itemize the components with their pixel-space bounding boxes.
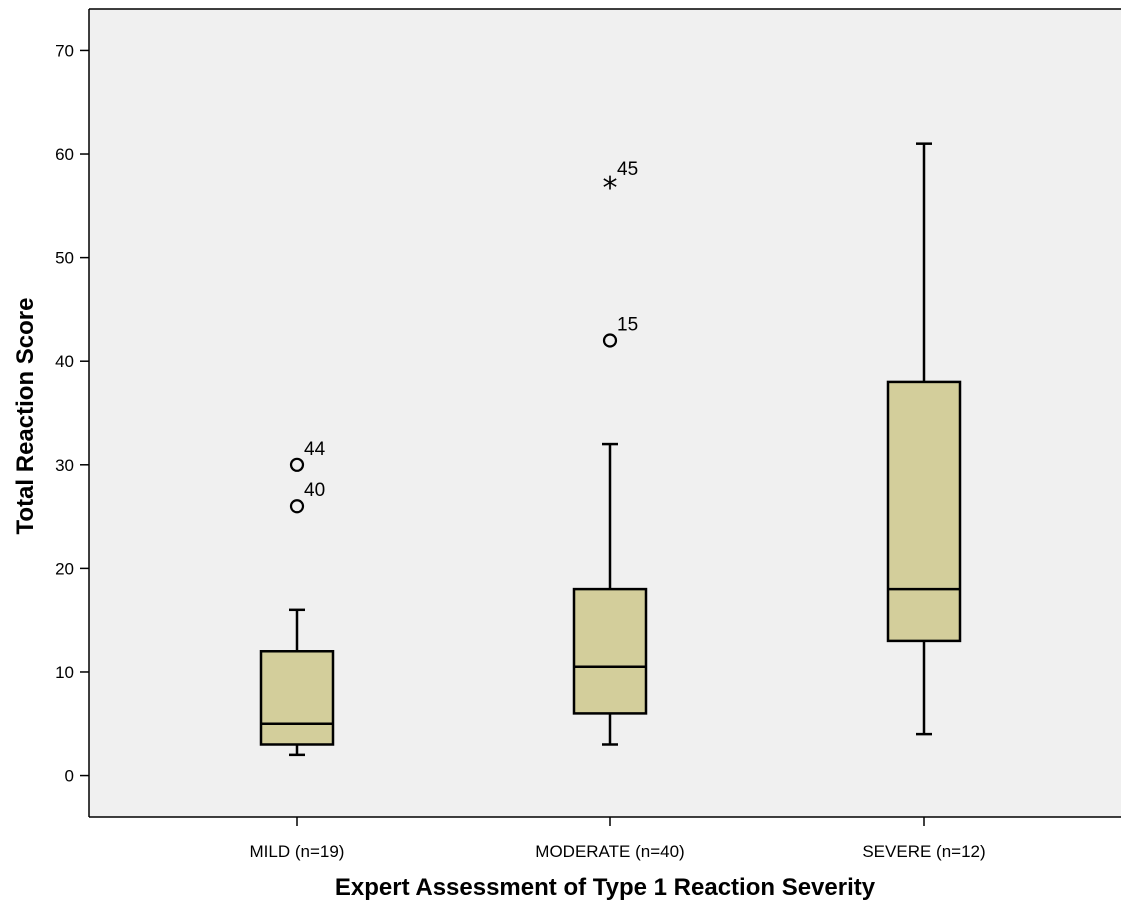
y-tick-label: 30	[55, 456, 74, 475]
box-iqr	[886, 380, 962, 643]
x-tick-label: MILD (n=19)	[250, 842, 345, 861]
outlier-circle	[602, 333, 618, 348]
y-tick-label: 50	[55, 249, 74, 268]
y-axis-ticks: 0 10 20 30 40 50 60 70	[55, 41, 89, 786]
y-tick-label: 60	[55, 145, 74, 164]
box-group: *45 15	[572, 159, 648, 746]
box-series: 44 40 *45 15	[259, 142, 962, 757]
outlier-circle	[289, 457, 305, 472]
y-axis-title: Total Reaction Score	[12, 298, 39, 535]
box-iqr	[259, 650, 335, 746]
outlier-circle	[289, 499, 305, 514]
x-tick-label: SEVERE (n=12)	[862, 842, 985, 861]
y-tick-label: 20	[55, 559, 74, 578]
outlier-label: 15	[617, 314, 638, 335]
y-tick-label: 0	[65, 767, 74, 786]
y-tick-label: 70	[55, 41, 74, 60]
outlier-star: *	[603, 171, 618, 206]
box-group	[886, 142, 962, 736]
y-tick-label: 10	[55, 663, 74, 682]
outlier-label: 40	[304, 480, 325, 501]
outlier-label: 45	[617, 159, 638, 180]
y-tick-label: 40	[55, 352, 74, 371]
x-tick-label: MODERATE (n=40)	[535, 842, 684, 861]
box-iqr	[572, 587, 648, 715]
outlier-label: 44	[304, 439, 326, 460]
x-axis-ticks: MILD (n=19) MODERATE (n=40) SEVERE (n=12)	[250, 817, 986, 861]
box-group: 44 40	[259, 439, 335, 757]
x-axis-title: Expert Assessment of Type 1 Reaction Sev…	[335, 874, 876, 901]
